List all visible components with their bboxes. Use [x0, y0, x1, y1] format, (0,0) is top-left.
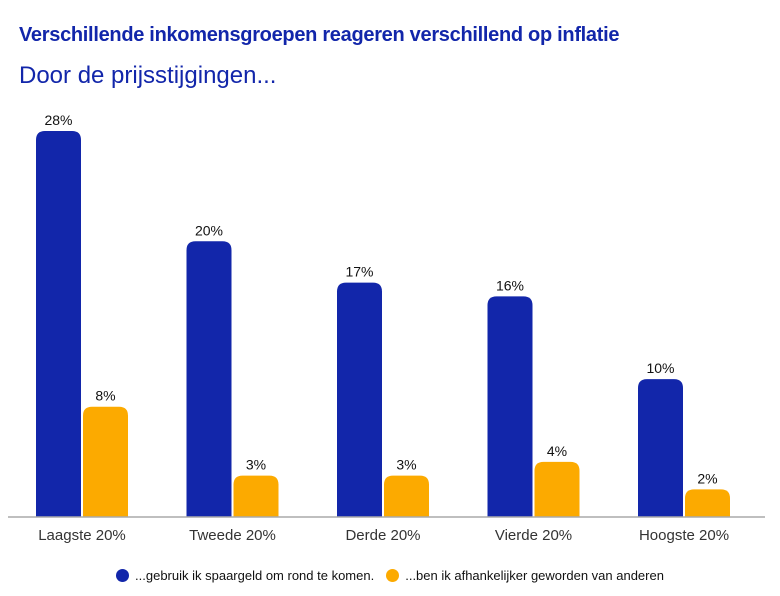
category-label-1: Tweede 20%: [189, 527, 276, 544]
value-label-series1-3: 16%: [496, 277, 524, 293]
category-label-4: Hoogste 20%: [639, 527, 729, 544]
bar-series1-0: [36, 131, 81, 517]
category-label-3: Vierde 20%: [495, 527, 572, 544]
legend-item-series1: ...gebruik ik spaargeld om rond te komen…: [116, 568, 374, 583]
bar-series2-4: [685, 489, 730, 517]
legend-label-series2: ...ben ik afhankelijker geworden van and…: [405, 568, 664, 583]
bar-series2-3: [534, 461, 580, 517]
bar-series1-3: [487, 296, 533, 517]
bar-series1-4: [638, 379, 683, 517]
value-label-series2-4: 2%: [697, 470, 717, 486]
value-label-series2-1: 3%: [246, 457, 266, 473]
legend-dot-series1: [116, 569, 130, 582]
legend: ...gebruik ik spaargeld om rond te komen…: [0, 568, 780, 583]
value-label-series1-2: 17%: [345, 264, 373, 280]
legend-item-series2: ...ben ik afhankelijker geworden van and…: [386, 568, 664, 583]
value-label-series1-1: 20%: [195, 222, 223, 238]
value-label-series2-0: 8%: [95, 388, 115, 404]
value-label-series2-3: 4%: [547, 443, 567, 459]
value-label-series2-2: 3%: [396, 457, 416, 473]
legend-label-series1: ...gebruik ik spaargeld om rond te komen…: [135, 568, 375, 583]
value-label-series1-0: 28%: [44, 112, 72, 128]
category-label-2: Derde 20%: [345, 527, 420, 544]
bar-series1-1: [186, 241, 232, 518]
chart-subtitle: Door de prijsstijgingen...: [19, 62, 277, 89]
legend-dot-series2: [386, 569, 400, 582]
bars-group: 28% 8% 20% 3% 17% 3% 16% 4% 10% 2%: [36, 112, 730, 518]
bar-series1-2: [337, 282, 382, 517]
chart-title: Verschillende inkomensgroepen reageren v…: [19, 24, 620, 46]
bar-series2-2: [384, 475, 429, 517]
value-label-series1-4: 10%: [646, 360, 674, 376]
category-labels: Laagste 20% Tweede 20% Derde 20% Vierde 20%…: [38, 527, 729, 544]
bar-series2-1: [233, 475, 279, 517]
category-label-0: Laagste 20%: [38, 527, 126, 544]
bar-series2-0: [83, 406, 128, 517]
